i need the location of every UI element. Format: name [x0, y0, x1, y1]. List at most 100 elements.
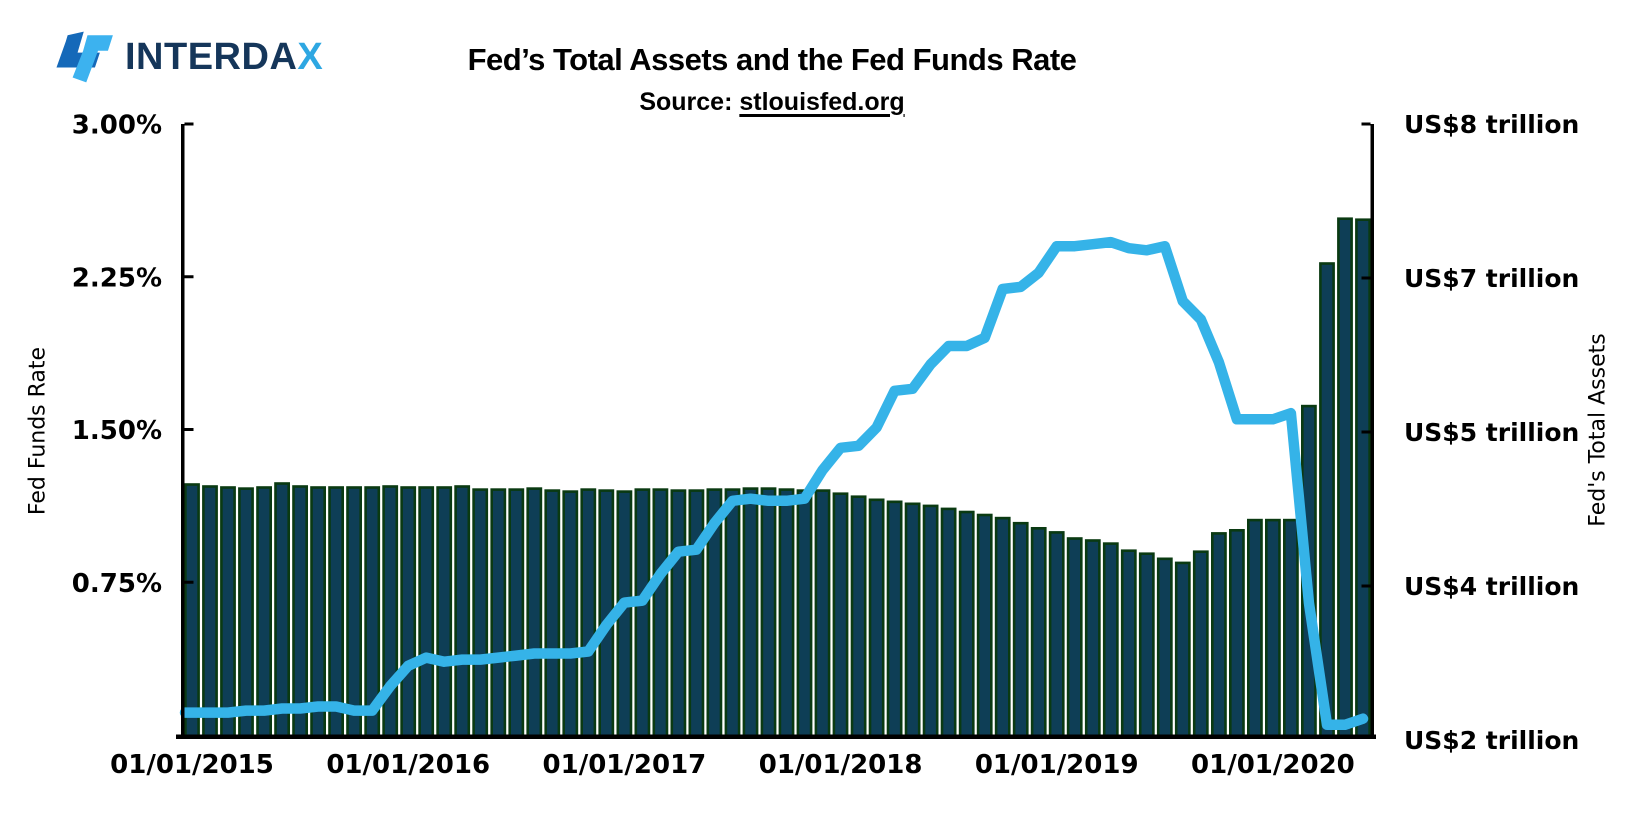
total-assets-bar — [292, 485, 308, 739]
brand-name-prefix: INTERDA — [125, 36, 298, 78]
total-assets-bar — [256, 486, 272, 739]
left-axis-line — [181, 124, 185, 739]
right-axis-tick-label: US$7 trillion — [1404, 264, 1579, 293]
left-axis-tick-label: 1.50% — [72, 416, 162, 446]
brand-name-suffix: X — [297, 36, 324, 78]
total-assets-bar — [742, 487, 759, 739]
total-assets-bar — [580, 488, 597, 739]
total-assets-bar — [454, 485, 471, 739]
right-axis-title: Fed's Total Assets — [1585, 333, 1611, 527]
total-assets-bar — [1337, 217, 1353, 739]
left-axis-title: Fed Funds Rate — [25, 346, 51, 516]
total-assets-bar — [832, 492, 849, 739]
right-axis-line — [1370, 124, 1374, 739]
x-axis-tick-label: 01/01/2018 — [759, 750, 923, 780]
total-assets-bar — [1283, 518, 1299, 739]
total-assets-bar — [1247, 518, 1263, 739]
total-assets-bar — [490, 488, 507, 739]
total-assets-bar — [850, 495, 867, 739]
left-axis-tick — [184, 122, 194, 126]
x-axis-tick-label: 01/01/2017 — [543, 750, 707, 780]
left-axis-tick-label: 2.25% — [72, 263, 162, 293]
brand-logo-icon — [56, 31, 113, 83]
total-assets-bar — [184, 483, 200, 739]
x-axis-tick-label: 01/01/2019 — [975, 750, 1139, 780]
total-assets-bar — [346, 486, 362, 739]
total-assets-bar — [868, 498, 885, 739]
total-assets-bar — [1355, 218, 1371, 739]
total-assets-bar — [220, 486, 236, 739]
left-axis-tick — [184, 275, 194, 279]
left-axis-tick — [184, 580, 194, 584]
total-assets-bar — [526, 487, 543, 739]
right-axis-tick — [1361, 430, 1371, 434]
total-assets-bar — [1084, 539, 1101, 739]
total-assets-bar — [436, 486, 453, 739]
x-axis-tick-label: 01/01/2020 — [1191, 750, 1355, 780]
total-assets-bar — [904, 502, 921, 739]
right-axis-tick-label: US$2 trillion — [1404, 726, 1579, 755]
total-assets-bar — [814, 489, 831, 739]
total-assets-bar — [994, 516, 1011, 739]
total-assets-bar — [1012, 521, 1029, 739]
total-assets-bar — [328, 486, 344, 739]
total-assets-bar — [958, 510, 975, 739]
x-axis-tick-label: 01/01/2016 — [326, 750, 490, 780]
total-assets-bar — [1229, 528, 1245, 739]
x-axis-line — [176, 734, 1376, 739]
total-assets-bar — [940, 507, 957, 739]
total-assets-bar — [670, 489, 687, 739]
chart-title: Fed’s Total Assets and the Fed Funds Rat… — [467, 42, 1077, 77]
total-assets-bar — [1211, 532, 1227, 739]
total-assets-bar — [1102, 542, 1119, 739]
x-axis-tick-label: 01/01/2015 — [110, 750, 274, 780]
total-assets-bar — [1120, 549, 1137, 739]
total-assets-bar — [688, 489, 705, 739]
left-axis-tick-label: 0.75% — [72, 569, 162, 599]
total-assets-bar — [1265, 518, 1281, 739]
total-assets-bar — [724, 488, 741, 739]
chart-header: Fed’s Total Assets and the Fed Funds Rat… — [468, 42, 1077, 117]
right-axis-tick-label: US$8 trillion — [1404, 110, 1579, 139]
total-assets-bar — [1138, 552, 1155, 739]
total-assets-bar — [1192, 550, 1209, 739]
total-assets-bar — [922, 504, 939, 739]
total-assets-bar — [238, 487, 254, 739]
total-assets-bar — [1030, 526, 1047, 739]
total-assets-bar — [886, 500, 903, 739]
left-axis-tick — [184, 428, 194, 431]
total-assets-bar — [1156, 557, 1173, 739]
total-assets-bar — [1048, 531, 1065, 739]
total-assets-bar — [760, 487, 777, 739]
total-assets-bar — [1174, 561, 1191, 739]
total-assets-bar — [652, 488, 669, 739]
total-assets-bar — [562, 490, 579, 739]
right-axis-tick — [1361, 584, 1371, 588]
right-axis-tick — [1361, 122, 1371, 126]
left-axis-tick-label: 3.00% — [72, 111, 162, 141]
total-assets-bar — [472, 488, 489, 739]
total-assets-bar — [1066, 537, 1083, 739]
source-prefix: Source: — [639, 88, 740, 116]
total-assets-bar — [796, 489, 813, 739]
total-assets-bar — [778, 488, 795, 739]
total-assets-bar — [202, 485, 218, 739]
total-assets-bar — [544, 489, 561, 739]
total-assets-bar — [418, 486, 435, 739]
total-assets-bar — [976, 513, 993, 739]
right-axis-tick-label: US$5 trillion — [1404, 418, 1579, 447]
right-axis-tick — [1361, 276, 1371, 280]
source-link[interactable]: stlouisfed.org — [739, 88, 905, 116]
right-axis-tick-label: US$4 trillion — [1404, 572, 1579, 601]
total-assets-bar — [310, 486, 326, 739]
total-assets-bar — [634, 488, 651, 739]
chart-source: Source: stlouisfed.org — [468, 88, 1077, 117]
total-assets-bar — [508, 488, 525, 739]
total-assets-bar — [400, 486, 417, 739]
total-assets-bar — [274, 482, 290, 739]
brand-logo: INTERDAX — [54, 28, 323, 86]
brand-logo-text: INTERDAX — [125, 28, 323, 86]
fed-funds-rate-line — [179, 236, 1369, 731]
